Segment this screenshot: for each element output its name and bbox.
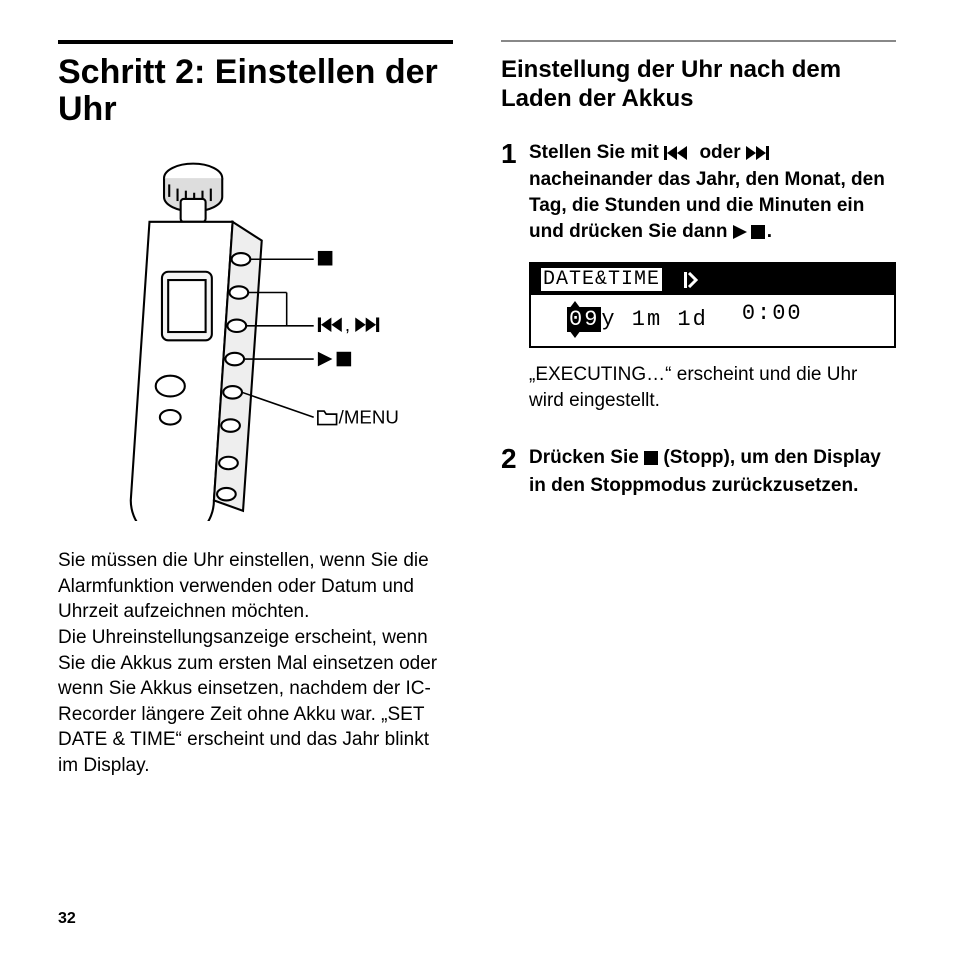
step-1-text: Stellen Sie mit oder nacheinander das Ja… (529, 140, 896, 247)
lcd-display: DATE&TIME 09y 1m 1d 0:00 (529, 262, 896, 348)
skip-forward-icon (746, 142, 776, 168)
svg-text:/MENU: /MENU (339, 406, 399, 427)
device-illustration: , /MENU (58, 147, 453, 526)
svg-text:,: , (345, 314, 350, 335)
subheading-rule (501, 40, 896, 42)
chevron-right-icon (684, 272, 698, 288)
step-number: 1 (501, 140, 521, 432)
section-subtitle: Einstellung der Uhr nach dem Laden der A… (501, 56, 896, 114)
step1-end: . (767, 221, 772, 242)
skip-back-icon (664, 142, 694, 168)
lcd-body: 09y 1m 1d 0:00 (531, 295, 894, 346)
step-2: 2 Drücken Sie (Stopp), um den Display in… (501, 445, 896, 498)
heading-rule (58, 40, 453, 44)
step2-pre: Drücken Sie (529, 447, 644, 468)
left-column: Schritt 2: Einstellen der Uhr (58, 40, 453, 779)
step-1: 1 Stellen Sie mit oder nacheinander das … (501, 140, 896, 432)
right-column: Einstellung der Uhr nach dem Laden der A… (501, 40, 896, 779)
step-number: 2 (501, 445, 521, 498)
lcd-date-rest: y 1m 1d (601, 307, 707, 332)
step1-mid: oder (699, 142, 745, 163)
intro-paragraph: Sie müssen die Uhr einstellen, wenn Sie … (58, 548, 453, 779)
lcd-year: 09 (567, 307, 601, 332)
stop-icon (644, 447, 658, 473)
lcd-header: DATE&TIME (531, 264, 894, 295)
page-number: 32 (58, 910, 76, 928)
lcd-time: 0:00 (742, 301, 803, 338)
step1-post: nacheinander das Jahr, den Monat, den Ta… (529, 169, 885, 241)
lcd-title: DATE&TIME (541, 268, 662, 291)
page-title: Schritt 2: Einstellen der Uhr (58, 54, 453, 129)
step1-pre: Stellen Sie mit (529, 142, 664, 163)
play-stop-icon (733, 221, 767, 247)
step-1-note: „EXECUTING…“ erscheint und die Uhr wird … (529, 362, 896, 413)
step-2-text: Drücken Sie (Stopp), um den Display in d… (529, 445, 896, 498)
